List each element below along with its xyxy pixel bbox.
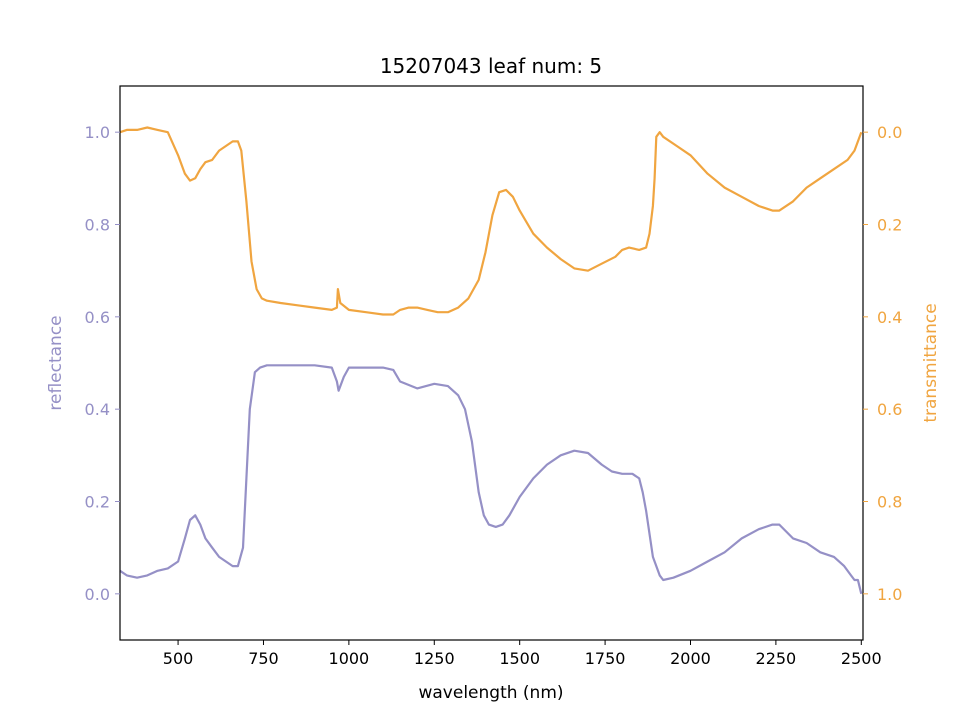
- x-axis-label: wavelength (nm): [418, 683, 563, 703]
- x-tick-label: 500: [163, 649, 194, 668]
- right-y-tick-label: 0.0: [877, 123, 902, 142]
- left-y-axis: 0.0 0.2 0.4 0.6 0.8 1.0: [85, 123, 120, 604]
- series-layer: [119, 126, 863, 595]
- x-tick-label: 1250: [414, 649, 455, 668]
- x-tick-label: 1500: [499, 649, 540, 668]
- right-y-axis-label: transmittance: [921, 303, 941, 422]
- x-tick-label: 2250: [756, 649, 797, 668]
- right-y-tick-label: 0.4: [877, 308, 902, 327]
- right-y-axis: 0.0 0.2 0.4 0.6 0.8 1.0: [863, 123, 902, 604]
- left-y-tick-label: 0.0: [85, 585, 110, 604]
- left-y-tick-label: 0.8: [85, 216, 110, 235]
- x-tick-label: 2000: [670, 649, 711, 668]
- left-y-tick-label: 0.4: [85, 400, 110, 419]
- x-tick-label: 750: [248, 649, 279, 668]
- right-y-tick-label: 1.0: [877, 585, 902, 604]
- x-axis: 500 750 1000 1250 1500 1750 2000 2250 2500: [163, 640, 882, 668]
- plot-frame: [119, 85, 864, 641]
- left-y-tick-label: 0.6: [85, 308, 110, 327]
- left-y-tick-label: 1.0: [85, 123, 110, 142]
- chart-title: 15207043 leaf num: 5: [380, 54, 602, 78]
- x-tick-label: 1000: [329, 649, 370, 668]
- x-tick-label: 2500: [841, 649, 882, 668]
- transmittance-series-line: [119, 126, 863, 316]
- x-tick-label: 1750: [585, 649, 626, 668]
- right-y-tick-label: 0.8: [877, 493, 902, 512]
- left-y-tick-label: 0.2: [85, 493, 110, 512]
- left-y-axis-label: reflectance: [46, 315, 66, 410]
- right-y-tick-label: 0.2: [877, 216, 902, 235]
- right-y-tick-label: 0.6: [877, 400, 902, 419]
- reflectance-series-line: [119, 364, 863, 595]
